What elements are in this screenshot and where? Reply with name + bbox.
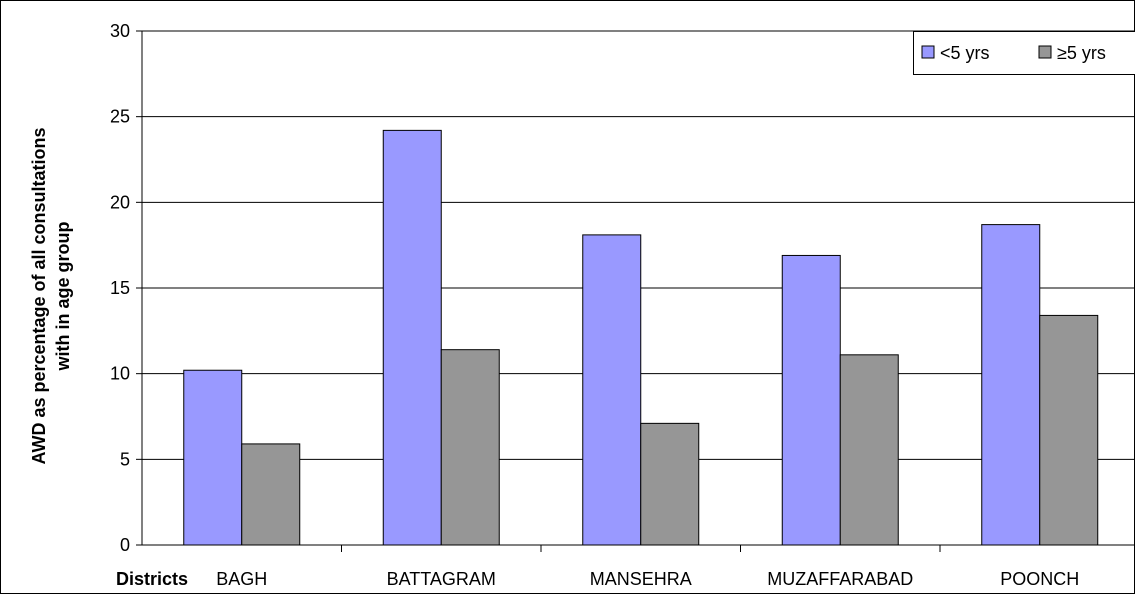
legend-label-under5: <5 yrs [940,43,990,63]
y-tick-label: 10 [110,364,130,384]
bar [839,354,899,546]
x-axis-prefix-label: Districts [116,569,188,589]
legend-box [913,31,1135,75]
x-tick-label: MUZAFFARABAD [767,569,913,589]
bar [241,443,301,546]
bar [981,224,1041,546]
legend-swatch-5plus [1038,45,1052,59]
y-axis-title-line1: AWD as percentage of all consultations [29,127,49,464]
y-tick-label: 5 [120,449,130,469]
legend: <5 yrs ≥5 yrs [913,31,1135,75]
x-tick-labels: BAGH BATTAGRAM MANSEHRA MUZAFFARABAD POONCH [216,545,1079,589]
bar [1039,314,1099,546]
bar [781,254,841,546]
legend-swatch-under5 [921,45,935,59]
bar [640,422,700,546]
x-tick-label: BATTAGRAM [387,569,496,589]
bar [183,369,243,546]
bar [382,129,442,546]
legend-label-5plus: ≥5 yrs [1057,43,1106,63]
bar [440,349,500,546]
y-tick-labels: 0 5 10 15 20 25 30 [110,21,142,555]
y-axis-title: AWD as percentage of all consultations w… [29,127,73,464]
y-axis-title-line2: with in age group [53,222,73,372]
x-tick-label: MANSEHRA [590,569,692,589]
y-tick-label: 0 [120,535,130,555]
y-tick-label: 20 [110,192,130,212]
x-tick-label: POONCH [1000,569,1079,589]
bars [183,129,1099,546]
y-tick-label: 25 [110,107,130,127]
y-tick-label: 30 [110,21,130,41]
bar [582,234,642,546]
x-tick-label: BAGH [216,569,267,589]
y-tick-label: 15 [110,278,130,298]
